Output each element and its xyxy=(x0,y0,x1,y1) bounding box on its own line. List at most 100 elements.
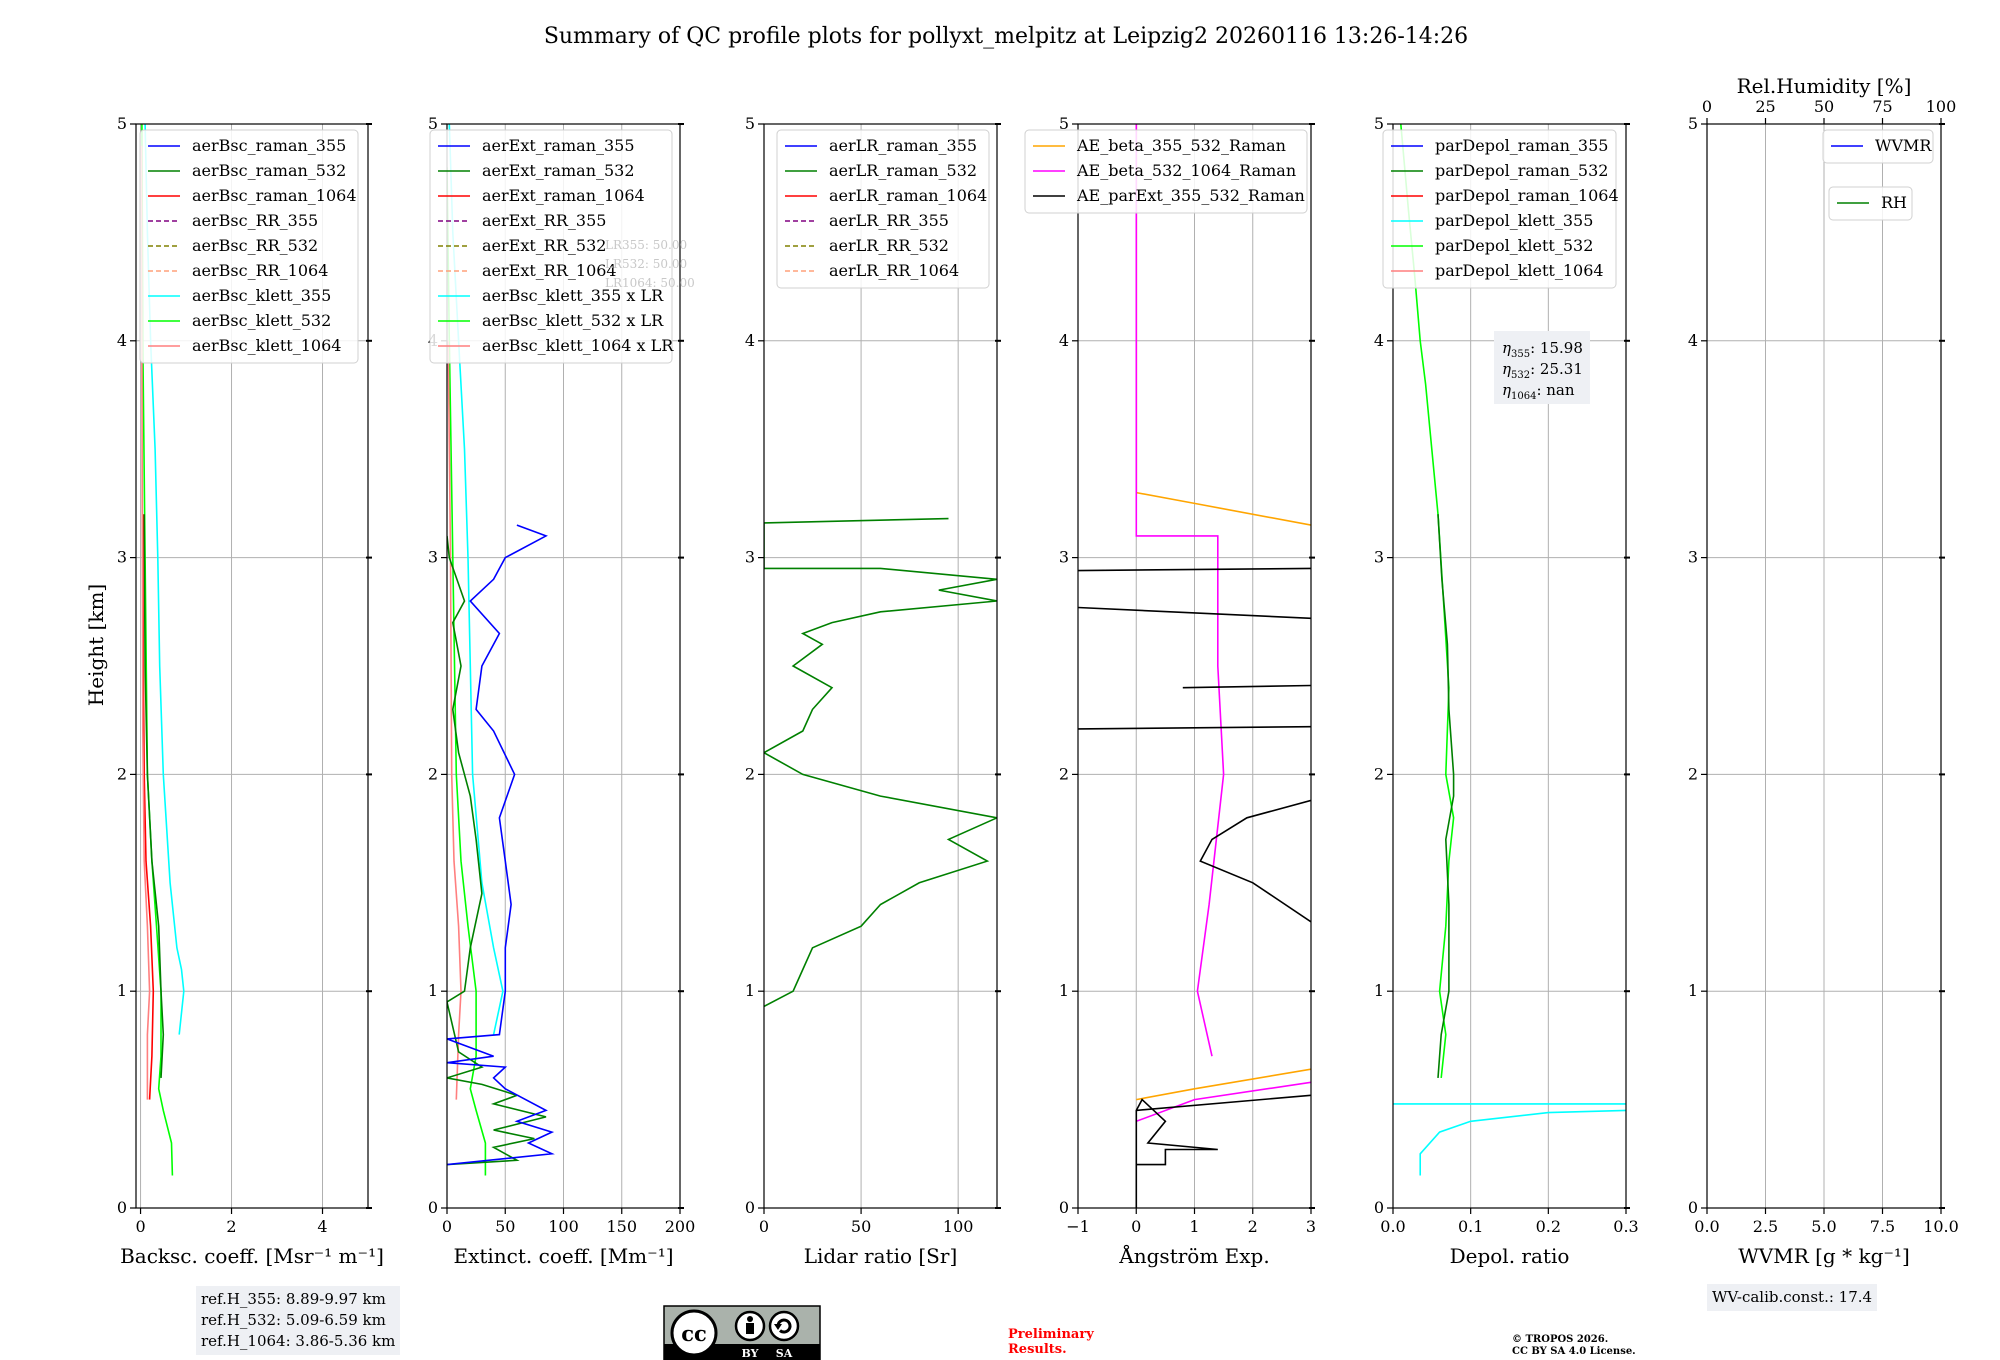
series-AE_parExt_seg4 xyxy=(1078,567,1311,572)
series-parDepol_klett_532 xyxy=(1400,124,1455,1078)
x-tick-label: 0 xyxy=(442,1217,452,1236)
x-tick-label: 50 xyxy=(495,1217,515,1236)
legend-label: parDepol_klett_355 xyxy=(1435,211,1593,230)
series-aerExt_raman_532 xyxy=(447,535,547,1166)
cc-license-badge: cc BY SA xyxy=(663,1305,821,1360)
series-AE_parExt_seg2 xyxy=(1182,684,1311,689)
y-tick-label: 3 xyxy=(1059,548,1069,567)
series-AE_parExt_355_532_Raman xyxy=(1135,1098,1218,1208)
x-tick-label: 50 xyxy=(851,1217,871,1236)
y-tick-label: 3 xyxy=(428,548,438,567)
series-AE_parExt_lower_jump xyxy=(1136,1094,1311,1112)
y-tick-label: 3 xyxy=(117,548,127,567)
share-alike-icon xyxy=(768,1310,800,1342)
results-label: Results. xyxy=(1008,1342,1067,1357)
x-tick-label: 0.3 xyxy=(1613,1217,1638,1236)
wv-calib-box: WV-calib.const.: 17.4 xyxy=(1707,1284,1878,1311)
legend-label: aerLR_RR_532 xyxy=(829,236,949,255)
legend-label: aerBsc_klett_532 x LR xyxy=(482,311,664,330)
cc-sa-label: SA xyxy=(776,1347,793,1360)
ref-height-355: ref.H_355: 8.89-9.97 km xyxy=(201,1290,386,1308)
panel-wv: 0.0 2.5 5.0 7.5 10.0 0 1 2 3 4 5 WVMR [g * kg⁻¹] 0 25… xyxy=(1688,74,1959,1268)
legend-label: parDepol_klett_532 xyxy=(1435,236,1593,255)
legend-label: aerBsc_klett_532 xyxy=(192,311,331,330)
y-tick-label: 0 xyxy=(1688,1198,1698,1217)
x-tick-label: 100 xyxy=(943,1217,974,1236)
eta-subscript: 1064 xyxy=(1511,391,1536,402)
legend: aerExt_raman_355 aerExt_raman_532 aerExt_r… xyxy=(429,129,674,364)
eta-subscript: 355 xyxy=(1511,349,1530,360)
top-x-axis-label: Rel.Humidity [%] xyxy=(1737,74,1912,98)
y-tick-label: 4 xyxy=(1688,331,1698,350)
x-tick-label: 200 xyxy=(665,1217,696,1236)
series-aerBsc_raman_532 xyxy=(143,514,165,1078)
top-x-tick-label: 0 xyxy=(1702,97,1712,116)
legend-label: parDepol_raman_1064 xyxy=(1435,186,1619,205)
legend-label: aerLR_RR_355 xyxy=(829,211,949,230)
y-tick-label: 4 xyxy=(1059,331,1069,350)
legend-label: AE_beta_355_532_Raman xyxy=(1076,136,1286,155)
y-tick-label: 3 xyxy=(1374,548,1384,567)
y-tick-label: 4 xyxy=(745,331,755,350)
y-tick-label: 2 xyxy=(1688,764,1698,783)
plot-frame xyxy=(763,123,998,1209)
series-aerBsc_klett_1064 xyxy=(140,145,151,1100)
y-tick-label: 5 xyxy=(1059,114,1069,133)
y-tick-label: 4 xyxy=(1374,331,1384,350)
x-axis-label: Lidar ratio [Sr] xyxy=(804,1244,958,1268)
y-tick-label: 0 xyxy=(428,1198,438,1217)
eta-symbol: η xyxy=(1502,339,1511,357)
legend-label: aerExt_raman_532 xyxy=(482,161,635,180)
y-tick-label: 1 xyxy=(117,981,127,1000)
panel-lr: 0 50 100 0 1 2 3 4 5 Lidar ratio [Sr] aerLR_raman_… xyxy=(745,114,1001,1268)
legend: aerLR_raman_355 aerLR_raman_532 aerLR_rama… xyxy=(776,129,990,289)
copyright-label: © TROPOS 2026. xyxy=(1512,1334,1608,1345)
series-AE_beta_532_1064_Raman_upper xyxy=(1135,124,1225,1057)
data-layer xyxy=(764,517,997,1008)
y-tick-label: 1 xyxy=(1059,981,1069,1000)
y-tick-label: 4 xyxy=(117,331,127,350)
legend-label: aerBsc_raman_1064 xyxy=(192,186,357,205)
eta-value: : 25.31 xyxy=(1530,360,1583,378)
legend-label: parDepol_klett_1064 xyxy=(1435,261,1604,280)
x-tick-label: 0 xyxy=(135,1217,145,1236)
legend-label: aerBsc_klett_355 xyxy=(192,286,331,305)
x-tick-label: 0.1 xyxy=(1458,1217,1483,1236)
y-tick-label: 5 xyxy=(117,114,127,133)
legend-rh: RH xyxy=(1828,186,1913,221)
series-aerBsc_klett_1064 x LR xyxy=(447,340,462,1100)
legend-frame xyxy=(776,129,990,289)
ref-height-532: ref.H_532: 5.09-6.59 km xyxy=(201,1311,386,1329)
x-tick-label: 0.2 xyxy=(1536,1217,1561,1236)
plot-frame xyxy=(135,123,369,1209)
legend-frame xyxy=(1382,129,1617,289)
legend-frame xyxy=(139,129,359,364)
eta-subscript: 532 xyxy=(1511,370,1530,381)
y-tick-label: 0 xyxy=(117,1198,127,1217)
legend-label: aerBsc_raman_532 xyxy=(192,161,346,180)
lidar-ratio-note: LR355: 50.00 xyxy=(605,238,687,252)
legend-label: aerLR_RR_1064 xyxy=(829,261,959,280)
y-tick-label: 5 xyxy=(1688,114,1698,133)
ref-height-1064: ref.H_1064: 3.86-5.36 km xyxy=(201,1332,396,1350)
series-aerLR_raman_532 xyxy=(764,517,997,1008)
x-tick-label: 100 xyxy=(548,1217,579,1236)
legend-label: aerBsc_RR_355 xyxy=(192,211,318,230)
x-axis-label: Depol. ratio xyxy=(1450,1244,1570,1268)
legend-frame xyxy=(1024,129,1308,214)
x-axis-label: Backsc. coeff. [Msr⁻¹ m⁻¹] xyxy=(120,1244,384,1268)
legend-label: aerBsc_klett_1064 x LR xyxy=(482,336,674,355)
figure-title: Summary of QC profile plots for pollyxt_… xyxy=(544,24,1468,49)
x-tick-label: 7.5 xyxy=(1870,1217,1895,1236)
top-x-tick-label: 100 xyxy=(1926,97,1957,116)
license-label: CC BY SA 4.0 License. xyxy=(1512,1346,1636,1357)
eta-355: η355: 15.98 xyxy=(1502,339,1583,360)
legend: aerBsc_raman_355 aerBsc_raman_532 aerBsc_r… xyxy=(139,129,359,364)
series-AE_beta_532_1064_Raman xyxy=(1136,1081,1311,1123)
y-tick-label: 2 xyxy=(1374,764,1384,783)
y-tick-label: 5 xyxy=(745,114,755,133)
series-aerBsc_klett_532 x LR xyxy=(447,167,487,1176)
lidar-ratio-note: LR532: 50.00 xyxy=(605,257,687,271)
series-AE_parExt_seg3 xyxy=(1078,606,1311,620)
